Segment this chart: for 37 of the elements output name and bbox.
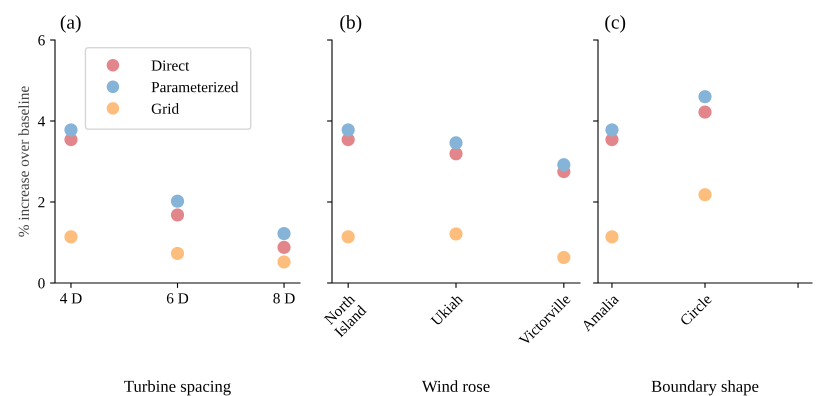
point — [449, 227, 463, 241]
chart-title: (b) — [340, 15, 362, 33]
point — [170, 246, 184, 260]
chart-title: (a) — [60, 15, 81, 33]
point — [698, 90, 712, 104]
legend-label: Direct — [152, 60, 190, 71]
point — [170, 208, 184, 222]
point — [449, 147, 463, 160]
x-tick-label: 4 D — [60, 293, 82, 304]
point — [605, 230, 619, 244]
point — [277, 255, 291, 269]
y-tick-label: 4 — [38, 116, 46, 126]
point — [557, 158, 570, 172]
point — [342, 230, 355, 244]
y-tick-label: 6 — [38, 35, 45, 46]
point — [557, 250, 570, 264]
x-axis-title: Turbine spacing — [124, 380, 231, 396]
x-axis-title: Boundary shape — [652, 380, 758, 396]
point — [698, 106, 712, 119]
point — [170, 194, 184, 208]
point — [277, 240, 291, 254]
x-axis-title: Wind rose — [422, 380, 490, 392]
legend-label: Grid — [152, 103, 179, 114]
x-tick-label: 6 D — [166, 293, 188, 304]
point — [605, 123, 619, 136]
y-tick-label: 2 — [38, 197, 44, 208]
point — [277, 227, 291, 240]
chart-title: (c) — [605, 15, 626, 33]
point — [449, 136, 463, 150]
y-axis-title: % increase over baseline — [18, 86, 30, 237]
legend-label: Parameterized — [152, 82, 238, 92]
point — [698, 188, 712, 202]
point — [64, 123, 78, 136]
y-tick-label: 0 — [38, 278, 45, 288]
point — [342, 123, 355, 136]
x-tick-label: 8 D — [273, 293, 295, 304]
point — [64, 230, 78, 244]
